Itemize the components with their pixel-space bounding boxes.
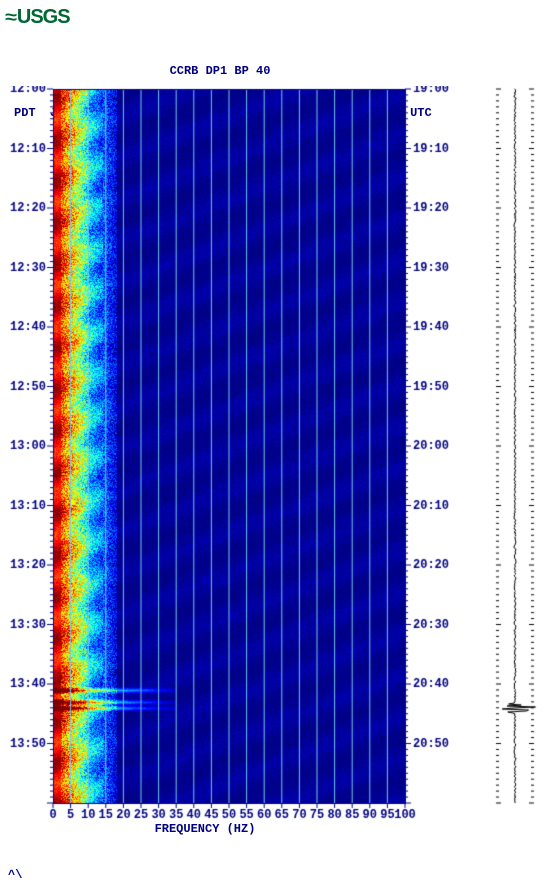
caret-glyph: ^\ bbox=[8, 868, 22, 882]
x-axis-label: FREQUENCY (HZ) bbox=[0, 822, 410, 836]
spectrogram-plot bbox=[6, 86, 546, 826]
title-line-1: CCRB DP1 BP 40 bbox=[0, 64, 440, 78]
usgs-logo: ≈USGS bbox=[6, 6, 70, 29]
